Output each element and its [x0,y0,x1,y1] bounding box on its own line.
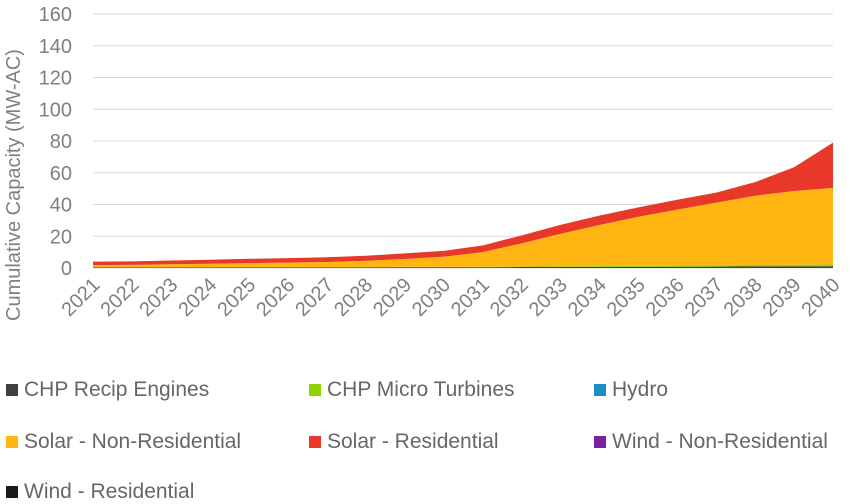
legend-label: CHP Recip Engines [24,378,210,401]
y-tick-label: 80 [50,131,72,153]
x-tick-label: 2039 [759,274,806,321]
x-tick-label: 2027 [291,274,338,321]
x-tick-label: 2024 [174,274,221,321]
x-tick-label: 2029 [369,274,416,321]
legend-item: Hydro [590,378,668,402]
x-tick-label: 2023 [135,274,182,321]
legend: CHP Recip Engines CHP Micro Turbines Hydro… [0,378,850,504]
y-tick-label: 140 [39,36,72,58]
legend-item: Solar - Non-Residential [2,430,241,454]
stacked-areas [93,142,833,268]
legend-item: CHP Recip Engines [2,378,209,402]
legend-swatch [6,384,18,396]
x-axis-ticks: 2021202220232024202520262027202820292030… [58,274,845,321]
x-tick-label: 2038 [720,274,767,321]
gridlines [93,13,833,269]
legend-item: CHP Micro Turbines [305,378,515,402]
x-tick-label: 2026 [252,274,299,321]
x-tick-label: 2025 [213,274,260,321]
legend-label: Hydro [612,378,669,401]
y-tick-label: 160 [39,4,72,26]
y-tick-label: 20 [50,226,72,248]
x-tick-label: 2022 [96,274,143,321]
y-tick-label: 60 [50,163,72,185]
area-series-solar-non-residential [93,187,833,268]
x-tick-label: 2034 [564,274,611,321]
y-tick-label: 120 [39,68,72,90]
area-series-chp-recip-engines [93,266,833,268]
legend-swatch [6,486,18,498]
area-series-solar-residential [93,142,833,266]
y-axis-label: Cumulative Capacity (MW-AC) [3,49,25,321]
legend-swatch [309,384,321,396]
x-tick-label: 2035 [603,274,650,321]
y-axis-ticks: 0 20 40 60 80 100 120 140 160 [39,4,72,280]
y-tick-label: 40 [50,195,72,217]
x-tick-label: 2040 [798,274,845,321]
x-tick-label: 2021 [58,274,105,321]
legend-label: CHP Micro Turbines [327,378,515,401]
x-tick-label: 2037 [681,274,728,321]
legend-label: Wind - Residential [24,480,195,503]
legend-label: Wind - Non-Residential [612,430,828,453]
legend-swatch [594,384,606,396]
x-tick-label: 2032 [486,274,533,321]
legend-swatch [6,436,18,448]
legend-label: Solar - Residential [327,430,499,453]
x-tick-label: 2028 [330,274,377,321]
legend-item: Solar - Residential [305,430,499,454]
y-tick-label: 0 [61,258,72,280]
x-tick-label: 2031 [447,274,494,321]
x-tick-label: 2033 [525,274,572,321]
y-tick-label: 100 [39,99,72,121]
legend-swatch [594,436,606,448]
area-series-chp-micro-turbines [93,264,833,268]
x-tick-label: 2030 [408,274,455,321]
legend-item: Wind - Non-Residential [590,430,828,454]
legend-item: Wind - Residential [2,480,194,504]
legend-swatch [309,436,321,448]
x-tick-label: 2036 [642,274,689,321]
legend-label: Solar - Non-Residential [24,430,242,453]
